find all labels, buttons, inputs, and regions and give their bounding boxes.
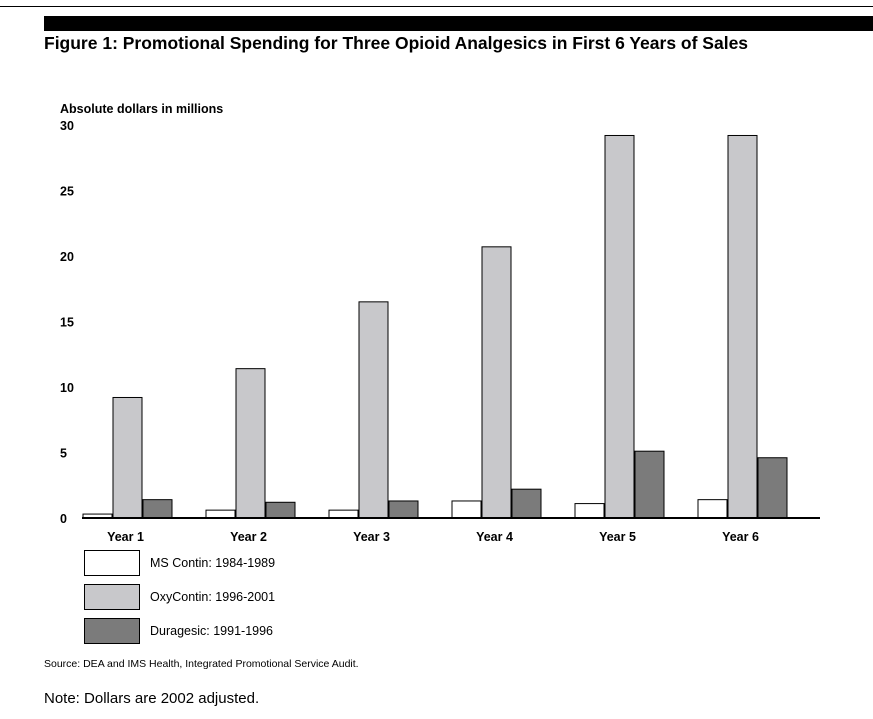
legend-label-duragesic: Duragesic: 1991-1996: [150, 624, 273, 638]
bar-oxycontin: [358, 301, 389, 519]
bar-ms-contin: [697, 499, 728, 519]
y-tick-label: 5: [60, 447, 67, 461]
header-bar: [44, 16, 873, 31]
x-tick-label: Year 5: [599, 530, 636, 544]
legend-label-ms-contin: MS Contin: 1984-1989: [150, 556, 276, 570]
bar-oxycontin: [112, 396, 143, 519]
y-tick-label: 20: [60, 250, 74, 264]
y-tick-label: 30: [60, 119, 74, 133]
bar-ms-contin: [574, 503, 605, 519]
bar-ms-contin: [205, 509, 236, 519]
adjustment-note: Note: Dollars are 2002 adjusted.: [44, 690, 260, 707]
legend-item-duragesic: Duragesic: 1991-1996: [84, 614, 275, 648]
x-tick-label: Year 3: [353, 530, 390, 544]
legend-swatch-oxycontin: [84, 584, 140, 610]
x-tick-label: Year 4: [476, 530, 513, 544]
bar-oxycontin: [604, 134, 635, 519]
y-tick-label: 10: [60, 381, 74, 395]
bar-duragesic: [511, 488, 542, 519]
y-tick-label: 15: [60, 316, 74, 330]
bar-chart: 0 5 10 15 20 25 30 Year 1 Year 2 Year 3 Year 4 Year…: [60, 119, 820, 544]
legend-item-oxycontin: OxyContin: 1996-2001: [84, 580, 275, 614]
x-tick-label: Year 2: [230, 530, 267, 544]
bar-duragesic: [265, 501, 296, 519]
bar-duragesic: [388, 500, 419, 519]
bar-ms-contin: [451, 500, 482, 519]
legend-item-ms-contin: MS Contin: 1984-1989: [84, 546, 275, 580]
legend-swatch-ms-contin: [84, 550, 140, 576]
bar-oxycontin: [481, 246, 512, 519]
y-tick-label: 25: [60, 185, 74, 199]
y-axis-label: Absolute dollars in millions: [60, 102, 224, 116]
figure-title: Figure 1: Promotional Spending for Three…: [44, 33, 749, 53]
bar-ms-contin: [328, 509, 359, 519]
bar-duragesic: [142, 499, 173, 519]
y-tick-label: 0: [60, 512, 67, 526]
legend-swatch-duragesic: [84, 618, 140, 644]
source-note: Source: DEA and IMS Health, Integrated P…: [44, 658, 359, 670]
bar-duragesic: [757, 457, 788, 519]
legend: MS Contin: 1984-1989 OxyContin: 1996-200…: [84, 546, 275, 648]
legend-label-oxycontin: OxyContin: 1996-2001: [150, 590, 276, 604]
top-rule: [0, 6, 873, 7]
bar-oxycontin: [727, 134, 758, 519]
x-tick-label: Year 1: [107, 530, 144, 544]
bar-oxycontin: [235, 368, 266, 519]
x-tick-label: Year 6: [722, 530, 759, 544]
bar-duragesic: [634, 450, 665, 519]
